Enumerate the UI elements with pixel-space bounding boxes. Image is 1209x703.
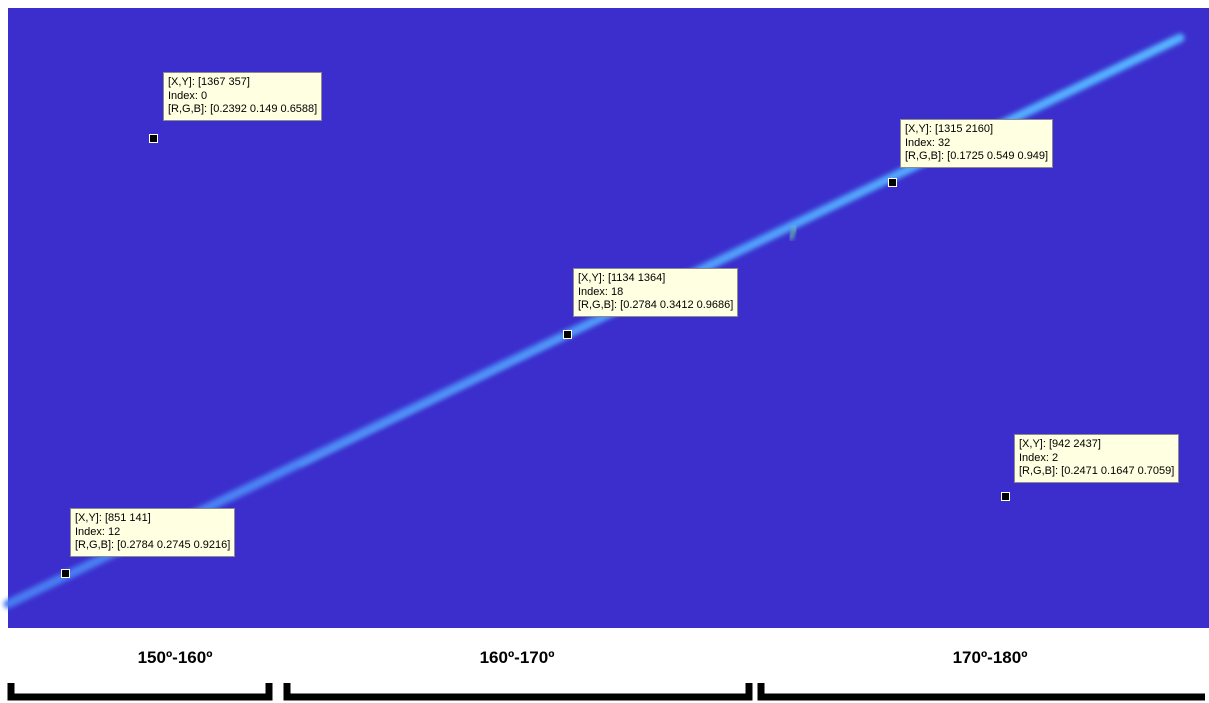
datatip-line: [X,Y]: [851 141] <box>75 512 230 526</box>
datatip: [X,Y]: [1367 357]Index: 0[R,G,B]: [0.239… <box>163 72 322 121</box>
range-label: 160º-170º <box>480 648 555 668</box>
bracket <box>287 683 749 697</box>
brackets <box>11 683 1205 697</box>
datatip-marker <box>61 569 70 578</box>
datatip-line: Index: 12 <box>75 526 230 540</box>
datatip-line: Index: 32 <box>905 137 1048 151</box>
bracket <box>761 683 1205 697</box>
range-label: 150º-160º <box>138 648 213 668</box>
datatip-line: [R,G,B]: [0.2471 0.1647 0.7059] <box>1019 465 1174 479</box>
datatip-line: Index: 2 <box>1019 452 1174 466</box>
datatip-line: [R,G,B]: [0.2784 0.3412 0.9686] <box>578 299 733 313</box>
page: {"datatips": [ {"lines": ["[X,Y]: [1367 … <box>0 0 1209 703</box>
datatip-line: [X,Y]: [942 2437] <box>1019 438 1174 452</box>
datatip: [X,Y]: [942 2437]Index: 2[R,G,B]: [0.247… <box>1014 434 1179 483</box>
datatip: [X,Y]: [1134 1364]Index: 18[R,G,B]: [0.2… <box>573 268 738 317</box>
datatip-marker <box>1001 492 1010 501</box>
datatip-line: [R,G,B]: [0.1725 0.549 0.949] <box>905 150 1048 164</box>
datatip-marker <box>888 178 897 187</box>
datatip-marker <box>563 330 572 339</box>
datatip: [X,Y]: [851 141]Index: 12[R,G,B]: [0.278… <box>70 508 235 557</box>
datatip-line: Index: 18 <box>578 286 733 300</box>
datatip-marker <box>149 134 158 143</box>
datatip-line: [X,Y]: [1315 2160] <box>905 123 1048 137</box>
bracket <box>11 683 269 697</box>
datatip: [X,Y]: [1315 2160]Index: 32[R,G,B]: [0.1… <box>900 119 1053 168</box>
datatip-line: [X,Y]: [1134 1364] <box>578 272 733 286</box>
datatip-line: [R,G,B]: [0.2784 0.2745 0.9216] <box>75 539 230 553</box>
datatip-line: Index: 0 <box>168 90 317 104</box>
range-label: 170º-180º <box>953 648 1028 668</box>
datatip-line: [R,G,B]: [0.2392 0.149 0.6588] <box>168 103 317 117</box>
datatip-line: [X,Y]: [1367 357] <box>168 76 317 90</box>
